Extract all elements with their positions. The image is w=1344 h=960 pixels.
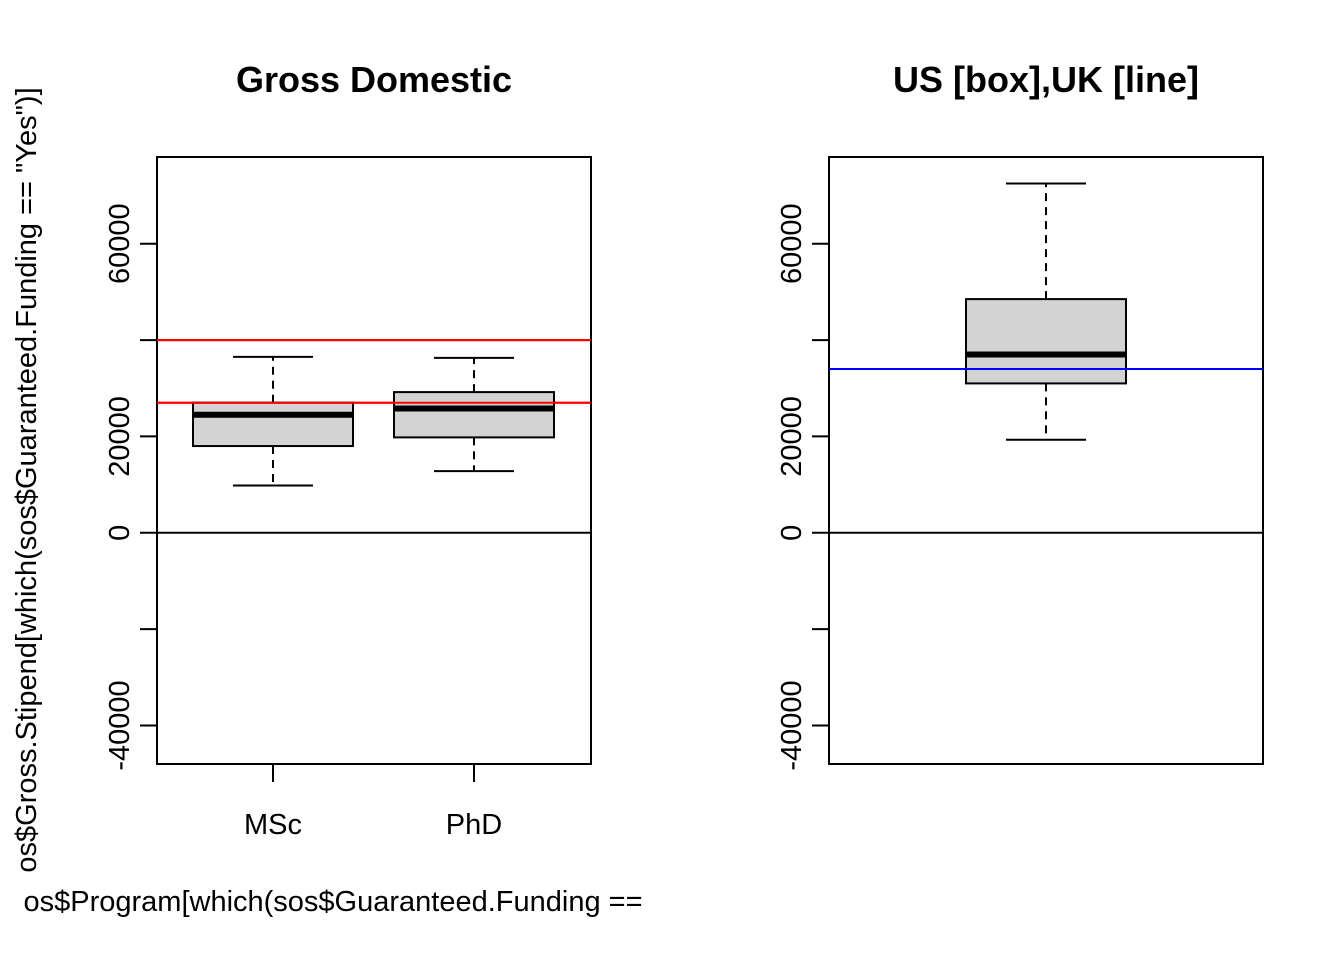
box-series	[157, 339, 591, 487]
box-series	[829, 182, 1263, 441]
reference-lines	[829, 367, 1263, 534]
chart-title: US [box],UK [line]	[893, 59, 1199, 100]
y-axis-label: os$Gross.Stipend[which(sos$Guaranteed.Fu…	[11, 87, 43, 872]
x-tick-label: PhD	[446, 809, 502, 841]
y-tick-label: 20000	[776, 396, 808, 477]
iqr-box	[965, 298, 1127, 385]
panel-gross-domestic: Gross Domestic -40000 0 20000 60000 MSc PhD	[104, 59, 592, 841]
y-tick-label: 0	[776, 525, 808, 541]
box-phd	[393, 356, 555, 473]
y-tick-label: 20000	[104, 396, 136, 477]
box-msc	[192, 355, 354, 487]
panel-us-uk: US [box],UK [line] -40000 0 20000 60000	[776, 59, 1264, 771]
x-axis-label: os$Program[which(sos$Guaranteed.Funding …	[23, 886, 642, 918]
y-tick-label: -40000	[104, 680, 136, 770]
chart-title: Gross Domestic	[236, 59, 512, 100]
x-axis: MSc PhD	[244, 764, 502, 841]
y-tick-label: 0	[104, 525, 136, 541]
box-us	[965, 182, 1127, 441]
plot-frame	[828, 156, 1264, 765]
x-tick-label: MSc	[244, 809, 302, 841]
y-tick-label: -40000	[776, 680, 808, 770]
y-axis: -40000 0 20000 60000	[776, 203, 829, 771]
y-tick-label: 60000	[104, 203, 136, 284]
y-tick-label: 60000	[776, 203, 808, 284]
iqr-box	[192, 401, 354, 448]
plot-frame	[156, 156, 592, 765]
y-axis: -40000 0 20000 60000	[104, 203, 157, 771]
iqr-box	[393, 391, 555, 439]
